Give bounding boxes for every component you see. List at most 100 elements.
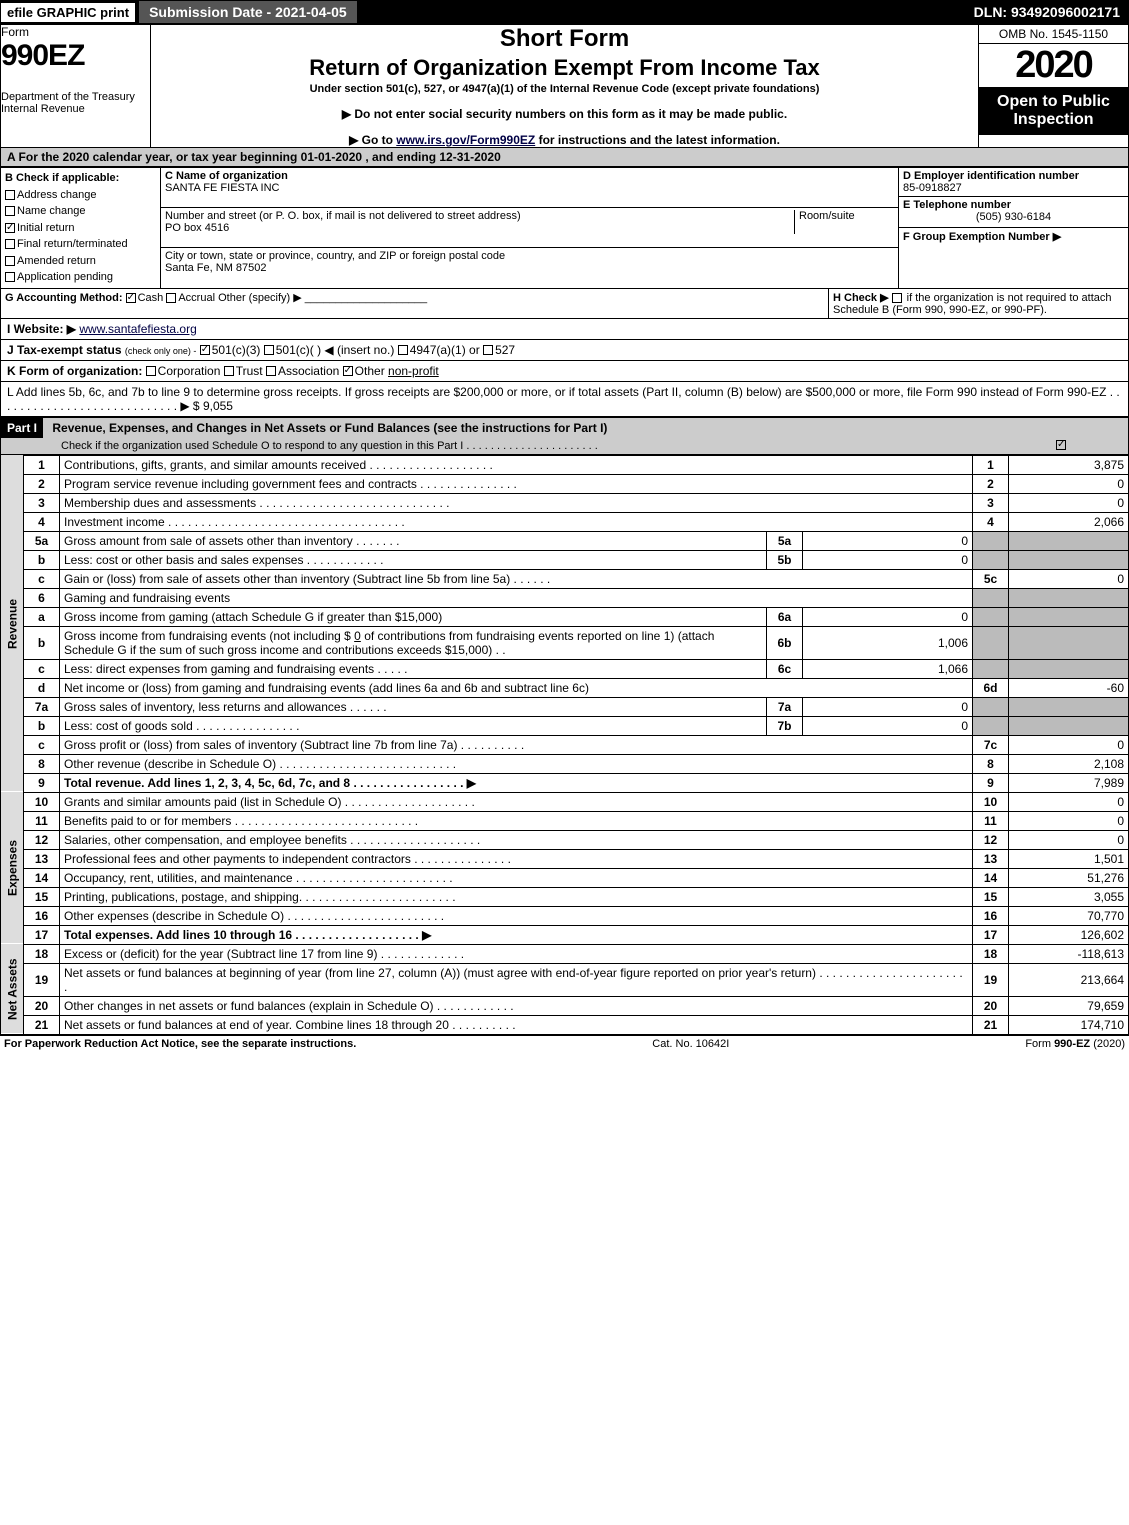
line-5a-subval: 0: [803, 531, 973, 550]
final-return-checkbox[interactable]: [5, 239, 15, 249]
footer-right: Form 990-EZ (2020): [1025, 1038, 1125, 1050]
line-11-num: 11: [24, 811, 60, 830]
ein-value: 85-0918827: [903, 182, 962, 194]
4947-checkbox[interactable]: [398, 345, 408, 355]
omb-number: OMB No. 1545-1150: [979, 25, 1128, 44]
short-form-title: Short Form: [151, 25, 978, 53]
gross-receipts-row: L Add lines 5b, 6c, and 7b to line 9 to …: [0, 382, 1129, 417]
line-19-num: 19: [24, 963, 60, 996]
line-7a-num: 7a: [24, 697, 60, 716]
dept-label: Department of the Treasury: [1, 91, 150, 103]
line-17-val: 126,602: [1009, 925, 1129, 944]
line-5a-text: Gross amount from sale of assets other t…: [60, 531, 767, 550]
application-pending-checkbox[interactable]: [5, 272, 15, 282]
line-13-ref: 13: [973, 849, 1009, 868]
f-label: F Group Exemption Number ▶: [903, 231, 1061, 243]
line-21-ref: 21: [973, 1015, 1009, 1034]
line-16-num: 16: [24, 906, 60, 925]
line-2-ref: 2: [973, 474, 1009, 493]
line-12-val: 0: [1009, 830, 1129, 849]
line-11-val: 0: [1009, 811, 1129, 830]
line-2-val: 0: [1009, 474, 1129, 493]
other-org-checkbox[interactable]: [343, 366, 353, 376]
accrual-checkbox[interactable]: [166, 293, 176, 303]
name-change-checkbox[interactable]: [5, 206, 15, 216]
org-address: PO box 4516: [165, 222, 229, 234]
ssn-note: ▶ Do not enter social security numbers o…: [151, 107, 978, 121]
address-change-checkbox[interactable]: [5, 190, 15, 200]
line-5c-num: c: [24, 569, 60, 588]
other-label: Other (specify) ▶: [218, 292, 302, 304]
line-1-val: 3,875: [1009, 455, 1129, 474]
lines-table: Revenue 1 Contributions, gifts, grants, …: [0, 455, 1129, 1035]
line-5b-num: b: [24, 550, 60, 569]
website-link[interactable]: www.santafefiesta.org: [79, 322, 196, 336]
efile-print[interactable]: efile GRAPHIC print: [1, 3, 135, 22]
line-8-ref: 8: [973, 754, 1009, 773]
line-21-num: 21: [24, 1015, 60, 1034]
line-7c-num: c: [24, 735, 60, 754]
line-6b-t1v: 0: [354, 629, 361, 643]
form-label: Form: [1, 25, 150, 39]
line-10-text: Grants and similar amounts paid (list in…: [60, 792, 973, 811]
line-19-text: Net assets or fund balances at beginning…: [60, 963, 973, 996]
irs-link[interactable]: www.irs.gov/Form990EZ: [396, 133, 535, 147]
form-header: Form 990EZ Department of the Treasury In…: [0, 24, 1129, 148]
footer-center: Cat. No. 10642I: [652, 1038, 729, 1050]
trust-checkbox[interactable]: [224, 366, 234, 376]
trust-label: Trust: [236, 364, 263, 378]
line-6b-ref-grey: [973, 626, 1009, 659]
line-18-ref: 18: [973, 944, 1009, 963]
form-number: 990EZ: [1, 39, 150, 73]
schedule-b-checkbox[interactable]: [892, 293, 902, 303]
line-3-ref: 3: [973, 493, 1009, 512]
line-14-ref: 14: [973, 868, 1009, 887]
corp-checkbox[interactable]: [146, 366, 156, 376]
line-5a-val-grey: [1009, 531, 1129, 550]
line-7a-subval: 0: [803, 697, 973, 716]
part1-desc: Revenue, Expenses, and Changes in Net As…: [46, 418, 613, 438]
cash-checkbox[interactable]: [126, 293, 136, 303]
line-5b-sub: 5b: [767, 550, 803, 569]
tax-exempt-row: J Tax-exempt status (check only one) - 5…: [0, 340, 1129, 361]
501c-checkbox[interactable]: [264, 345, 274, 355]
footer: For Paperwork Reduction Act Notice, see …: [0, 1035, 1129, 1052]
line-3-text: Membership dues and assessments . . . . …: [60, 493, 973, 512]
room-label: Room/suite: [799, 210, 855, 222]
line-17-text: Total expenses. Add lines 10 through 16 …: [60, 925, 973, 944]
line-7a-ref-grey: [973, 697, 1009, 716]
line-6a-num: a: [24, 607, 60, 626]
line-9-text: Total revenue. Add lines 1, 2, 3, 4, 5c,…: [60, 773, 973, 792]
form-title: Return of Organization Exempt From Incom…: [151, 55, 978, 81]
line-11-ref: 11: [973, 811, 1009, 830]
line-5c-text: Gain or (loss) from sale of assets other…: [60, 569, 973, 588]
line-20-text: Other changes in net assets or fund bala…: [60, 996, 973, 1015]
line-10-val: 0: [1009, 792, 1129, 811]
dln: DLN: 93492096002171: [966, 1, 1128, 23]
final-return-label: Final return/terminated: [17, 238, 128, 250]
line-6c-num: c: [24, 659, 60, 678]
cash-label: Cash: [138, 292, 164, 304]
amended-return-checkbox[interactable]: [5, 256, 15, 266]
goto-note: ▶ Go to www.irs.gov/Form990EZ for instru…: [151, 133, 978, 147]
501c3-checkbox[interactable]: [200, 345, 210, 355]
527-label: 527: [495, 343, 515, 357]
h-label: H Check ▶: [833, 292, 889, 304]
line-7b-sub: 7b: [767, 716, 803, 735]
line-8-val: 2,108: [1009, 754, 1129, 773]
line-18-val: -118,613: [1009, 944, 1129, 963]
assoc-checkbox[interactable]: [266, 366, 276, 376]
initial-return-checkbox[interactable]: [5, 223, 15, 233]
line-16-val: 70,770: [1009, 906, 1129, 925]
line-6c-subval: 1,066: [803, 659, 973, 678]
amended-return-label: Amended return: [17, 255, 96, 267]
other-org-label: Other: [355, 364, 385, 378]
footer-left: For Paperwork Reduction Act Notice, see …: [4, 1038, 356, 1050]
527-checkbox[interactable]: [483, 345, 493, 355]
line-5a-num: 5a: [24, 531, 60, 550]
form-of-org-row: K Form of organization: Corporation Trus…: [0, 361, 1129, 382]
other-org-value: non-profit: [388, 364, 439, 378]
line-6b-subval: 1,006: [803, 626, 973, 659]
line-9-num: 9: [24, 773, 60, 792]
schedule-o-checkbox[interactable]: [1056, 440, 1066, 450]
